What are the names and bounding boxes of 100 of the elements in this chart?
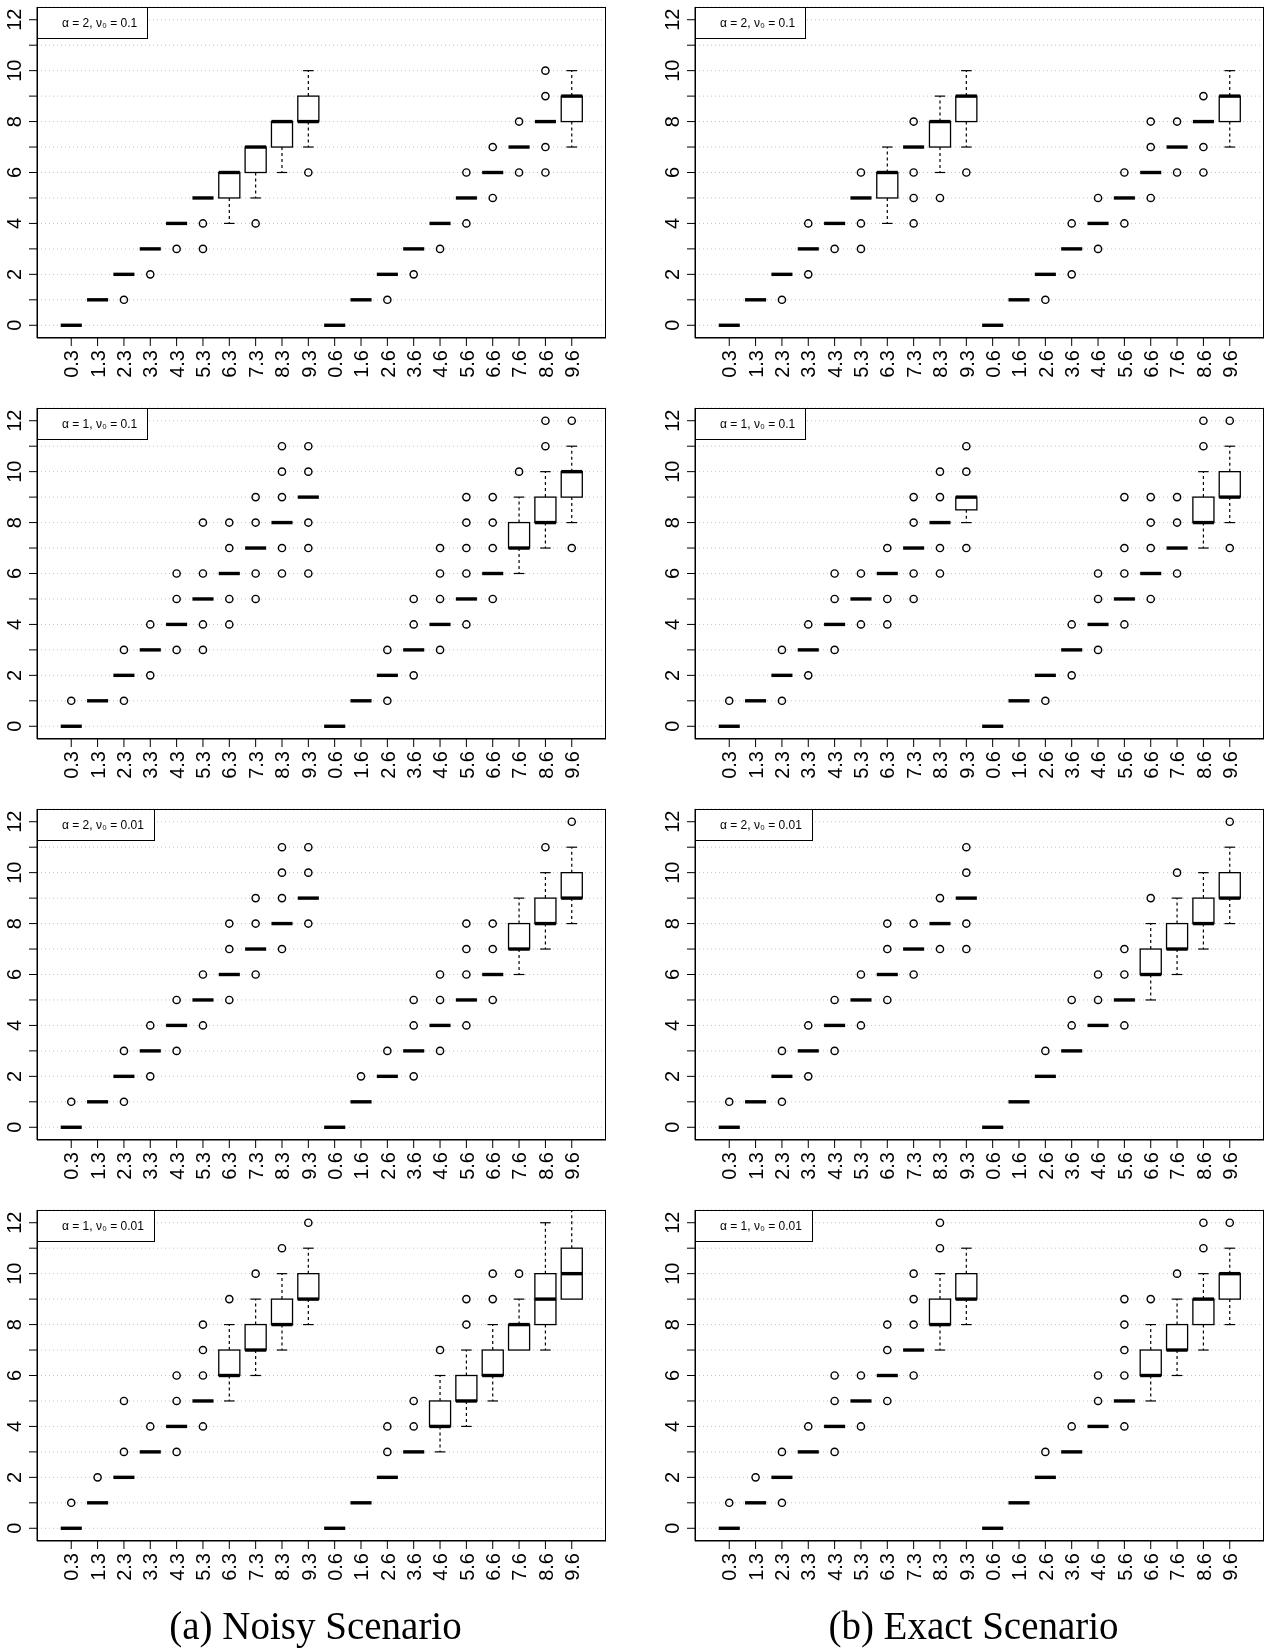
y-tick-label: 12: [661, 810, 683, 833]
x-tick-label: 6.3: [876, 350, 899, 378]
x-tick-label: 4.3: [165, 751, 188, 779]
y-tick-label: 2: [661, 1471, 683, 1483]
y-tick-label: 8: [661, 1319, 683, 1331]
x-tick-label: 7.3: [244, 1553, 267, 1581]
x-tick-label: 9.3: [955, 350, 978, 378]
x-tick-label: 6.6: [481, 751, 504, 779]
x-tick-label: 9.6: [560, 350, 583, 378]
text: (a) Noisy Scenario: [168, 1603, 463, 1649]
y-tick-label: 2: [3, 669, 25, 681]
x-tick-label: 9.6: [560, 751, 583, 779]
x-tick-label: 2.3: [113, 1553, 136, 1581]
x-tick-label: 1.3: [744, 1553, 767, 1581]
x-tick-label: 2.6: [376, 1553, 399, 1581]
x-tick-label: 0.3: [60, 1152, 83, 1180]
y-tick-label: 10: [661, 59, 683, 82]
x-tick-label: 1.6: [350, 350, 373, 378]
x-tick-label: 2.3: [771, 751, 794, 779]
y-tick-label: 6: [661, 1369, 683, 1382]
text: α = 2, ν₀ = 0.1: [695, 7, 807, 39]
x-tick-label: 3.6: [402, 751, 425, 779]
x-tick-label: 8.6: [534, 1553, 557, 1581]
x-tick-label: 2.6: [376, 751, 399, 779]
x-tick-label: 7.6: [508, 1152, 531, 1180]
x-tick-label: 9.3: [297, 1152, 320, 1180]
x-tick-label: 9.3: [297, 350, 320, 378]
x-tick-label: 3.6: [402, 1553, 425, 1581]
text: α = 2, ν₀ = 0.01: [37, 809, 155, 841]
x-tick-label: 5.6: [455, 1152, 478, 1180]
x-tick-label: 3.6: [1060, 350, 1083, 378]
x-tick-label: 8.6: [1192, 751, 1215, 779]
x-tick-label: 1.3: [744, 751, 767, 779]
y-tick-label: 8: [3, 517, 25, 529]
x-tick-label: 3.6: [1060, 1553, 1083, 1581]
y-tick-label: 12: [661, 8, 683, 31]
x-tick-label: 7.6: [508, 1553, 531, 1581]
text: α = 1, ν₀ = 0.1: [695, 408, 807, 440]
x-tick-label: 6.3: [218, 1152, 241, 1180]
x-tick-label: 1.6: [1008, 350, 1031, 378]
text: α = 1, ν₀ = 0.1: [37, 408, 149, 440]
x-tick-label: 5.3: [192, 1152, 215, 1180]
y-tick-label: 10: [3, 1262, 25, 1285]
x-tick-label: 8.6: [1192, 350, 1215, 378]
x-tick-label: 4.3: [823, 1553, 846, 1581]
x-tick-label: 7.6: [508, 350, 531, 378]
text: α = 2, ν₀ = 0.01: [695, 809, 813, 841]
x-tick-label: 4.3: [165, 1152, 188, 1180]
x-tick-label: 4.6: [1087, 350, 1110, 378]
x-tick-label: 4.6: [429, 1553, 452, 1581]
x-tick-label: 2.3: [771, 1553, 794, 1581]
x-tick-label: 6.3: [218, 350, 241, 378]
y-tick-label: 6: [3, 166, 25, 179]
x-tick-label: 6.3: [876, 1152, 899, 1180]
y-tick-label: 4: [3, 1019, 25, 1031]
x-tick-label: 0.3: [718, 350, 741, 378]
x-tick-label: 4.6: [1087, 751, 1110, 779]
x-tick-label: 7.6: [1166, 751, 1189, 779]
x-tick-label: 4.3: [823, 1152, 846, 1180]
y-tick-label: 12: [3, 810, 25, 833]
x-tick-label: 0.6: [323, 751, 346, 779]
x-tick-label: 8.6: [534, 1152, 557, 1180]
x-tick-label: 7.6: [1166, 350, 1189, 378]
x-tick-label: 7.3: [902, 350, 925, 378]
x-tick-label: 1.6: [350, 1152, 373, 1180]
x-tick-label: 0.6: [981, 1152, 1004, 1180]
x-tick-label: 0.6: [981, 350, 1004, 378]
y-tick-label: 6: [3, 968, 25, 981]
text: α = 2, ν₀ = 0.1: [37, 7, 149, 39]
x-tick-label: 3.6: [402, 1152, 425, 1180]
x-tick-label: 2.6: [1034, 1553, 1057, 1581]
x-tick-label: 2.3: [113, 350, 136, 378]
x-tick-label: 7.6: [508, 751, 531, 779]
y-tick-label: 8: [661, 116, 683, 128]
x-tick-label: 7.3: [244, 1152, 267, 1180]
y-tick-label: 10: [3, 460, 25, 483]
x-tick-label: 3.3: [797, 751, 820, 779]
y-tick-label: 12: [661, 409, 683, 432]
x-tick-label: 0.3: [718, 1553, 741, 1581]
x-tick-label: 1.6: [1008, 751, 1031, 779]
y-tick-label: 6: [3, 1369, 25, 1382]
x-tick-label: 1.6: [1008, 1553, 1031, 1581]
x-tick-label: 3.6: [402, 350, 425, 378]
x-tick-label: 2.3: [771, 1152, 794, 1180]
x-tick-label: 1.3: [744, 1152, 767, 1180]
x-tick-label: 3.3: [139, 751, 162, 779]
x-tick-label: 0.6: [981, 751, 1004, 779]
x-tick-label: 4.6: [429, 1152, 452, 1180]
x-tick-label: 6.3: [876, 751, 899, 779]
x-tick-label: 6.6: [481, 350, 504, 378]
x-tick-label: 8.3: [929, 350, 952, 378]
x-tick-label: 4.3: [823, 350, 846, 378]
y-tick-label: 0: [661, 1522, 683, 1534]
y-tick-label: 0: [3, 720, 25, 732]
x-tick-label: 5.6: [1113, 1553, 1136, 1581]
y-tick-label: 6: [661, 166, 683, 179]
x-tick-label: 4.6: [1087, 1553, 1110, 1581]
x-tick-label: 5.3: [850, 1553, 873, 1581]
y-tick-label: 2: [3, 1070, 25, 1082]
y-tick-label: 8: [3, 918, 25, 930]
